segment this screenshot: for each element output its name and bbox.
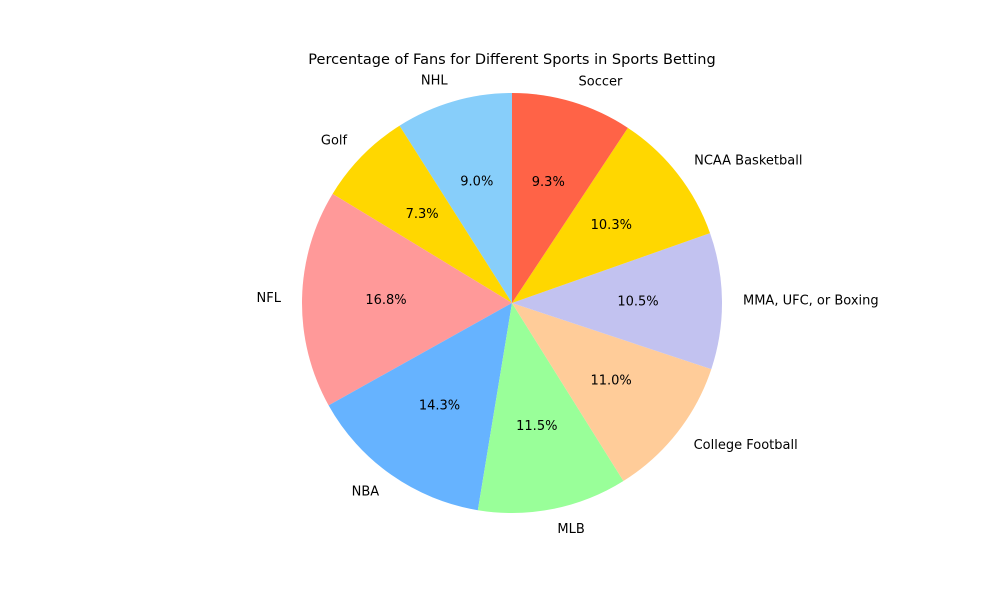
slice-pct-nba: 14.3% xyxy=(419,399,460,414)
slice-soccer xyxy=(512,93,628,303)
slice-golf xyxy=(332,125,512,303)
slice-label-college-football: College Football xyxy=(694,438,798,453)
slice-college-football xyxy=(512,303,712,482)
slice-nhl xyxy=(399,93,512,303)
slice-ncaa-basketball xyxy=(512,127,711,303)
pie-labels: NHL 9.0% Golf 7.3% NFL 16.8% NBA 14.3% MLB 11.5% C… xyxy=(257,74,879,537)
slice-label-soccer: Soccer xyxy=(579,74,623,89)
chart-title: Percentage of Fans for Different Sports … xyxy=(308,52,715,68)
slice-label-nhl: NHL xyxy=(421,74,449,89)
slice-label-golf: Golf xyxy=(321,134,348,149)
slice-nfl xyxy=(301,193,512,406)
slice-label-nba: NBA xyxy=(352,485,380,500)
slice-pct-golf: 7.3% xyxy=(406,207,439,222)
slice-pct-mlb: 11.5% xyxy=(516,419,557,434)
slice-pct-college-football: 11.0% xyxy=(590,373,631,388)
slice-label-mma-ufc-or-boxing: MMA, UFC, or Boxing xyxy=(743,293,879,308)
slice-label-nfl: NFL xyxy=(257,291,282,306)
slice-pct-soccer: 9.3% xyxy=(532,175,565,190)
slice-nba xyxy=(328,303,512,511)
slice-pct-mma-ufc-or-boxing: 10.5% xyxy=(617,294,658,309)
slice-label-mlb: MLB xyxy=(557,522,584,537)
slice-label-ncaa-basketball: NCAA Basketball xyxy=(694,153,802,168)
slice-mma-ufc-or-boxing xyxy=(512,233,723,370)
pie-slices xyxy=(301,93,723,513)
slice-pct-nfl: 16.8% xyxy=(365,293,406,308)
slice-pct-ncaa-basketball: 10.3% xyxy=(591,218,632,233)
slice-mlb xyxy=(477,303,624,513)
slice-pct-nhl: 9.0% xyxy=(460,175,493,190)
